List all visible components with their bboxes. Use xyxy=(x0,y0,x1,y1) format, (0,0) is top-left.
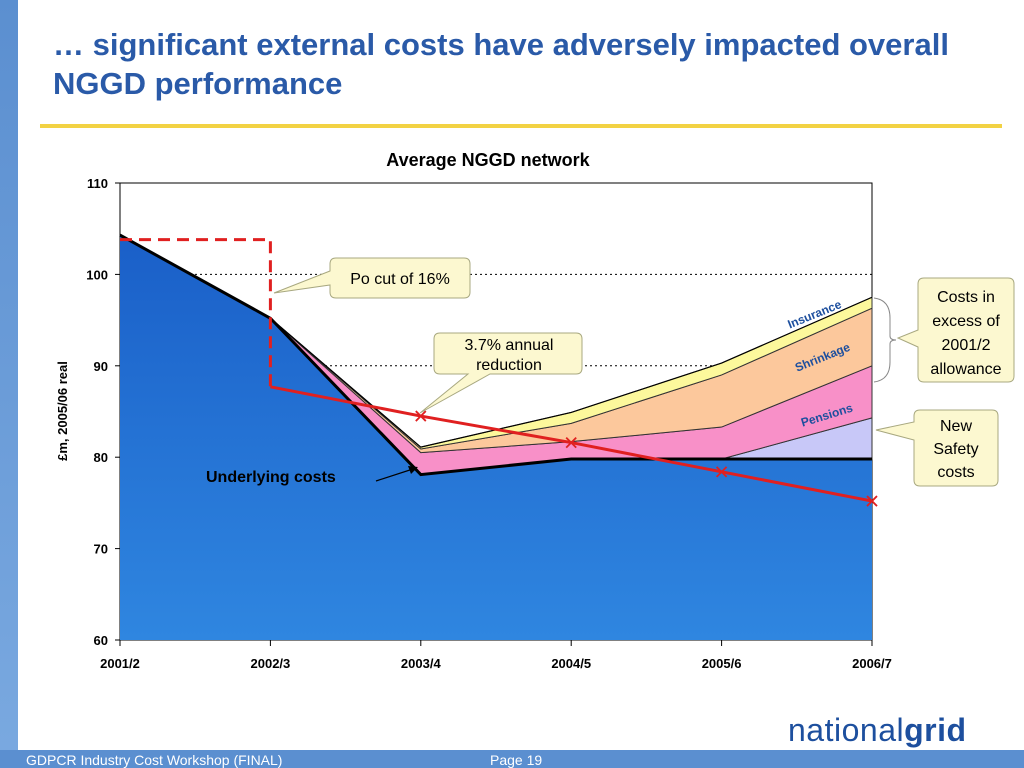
footer-document-title: GDPCR Industry Cost Workshop (FINAL) xyxy=(26,752,283,768)
x-tick-label: 2001/2 xyxy=(100,656,140,671)
costs-excess-callout-text: 2001/2 xyxy=(942,337,991,354)
annual-reduction-callout-bubble xyxy=(419,332,583,414)
slide-title: … significant external costs have advers… xyxy=(53,27,949,101)
new-safety-callout-text: costs xyxy=(937,464,974,481)
left-accent-bar xyxy=(0,0,18,768)
costs-excess-callout-text: excess of xyxy=(932,313,1000,330)
logo-text-grid: grid xyxy=(904,712,967,748)
y-axis-title: £m, 2005/06 real xyxy=(55,361,70,461)
po-cut-dashed-line xyxy=(120,238,272,387)
costs-excess-callout-text: Costs in xyxy=(937,289,995,306)
allowance-point-marker xyxy=(565,436,577,449)
logo-text-national: national xyxy=(788,712,905,748)
y-tick-label: 100 xyxy=(86,267,108,282)
excess-costs-brace xyxy=(873,297,897,383)
y-tick-label: 110 xyxy=(87,176,108,191)
new-safety-callout-text: New xyxy=(940,418,972,435)
x-tick-label: 2002/3 xyxy=(251,656,291,671)
x-tick-label: 2006/7 xyxy=(852,656,892,671)
y-tick-label: 90 xyxy=(94,359,108,374)
title-underline xyxy=(40,124,1002,128)
x-tick-label: 2004/5 xyxy=(551,656,591,671)
po-cut-callout-bubble xyxy=(273,257,471,299)
national-grid-logo: nationalgrid xyxy=(788,712,967,749)
x-tick-label: 2005/6 xyxy=(702,656,742,671)
footer-page-number: Page 19 xyxy=(490,752,543,768)
footer-bar xyxy=(0,750,1024,768)
y-tick-label: 80 xyxy=(94,450,108,465)
underlying-costs-area xyxy=(120,235,872,640)
underlying-costs-arrow xyxy=(375,467,417,482)
po-cut-callout-text: Po cut of 16% xyxy=(350,271,450,288)
y-tick-label: 70 xyxy=(94,542,108,557)
new-safety-callout-text: Safety xyxy=(933,441,978,458)
chart-title: Average NGGD network xyxy=(386,150,590,170)
allowance-point-marker xyxy=(866,495,878,507)
underlying-costs-label: Underlying costs xyxy=(206,469,336,486)
costs-excess-callout-bubble xyxy=(896,277,1015,383)
x-tick-label: 2003/4 xyxy=(401,656,442,671)
underlying-costs-arrowhead xyxy=(408,466,418,474)
new-safety-callout-bubble xyxy=(875,409,999,487)
allowance-point-marker xyxy=(715,466,728,478)
annual-reduction-callout-text: 3.7% annual xyxy=(465,337,554,354)
y-tick-label: 60 xyxy=(94,633,108,648)
annual-reduction-callout-text: reduction xyxy=(476,357,542,374)
costs-excess-callout-text: allowance xyxy=(930,361,1001,378)
allowance-point-marker xyxy=(415,410,427,422)
